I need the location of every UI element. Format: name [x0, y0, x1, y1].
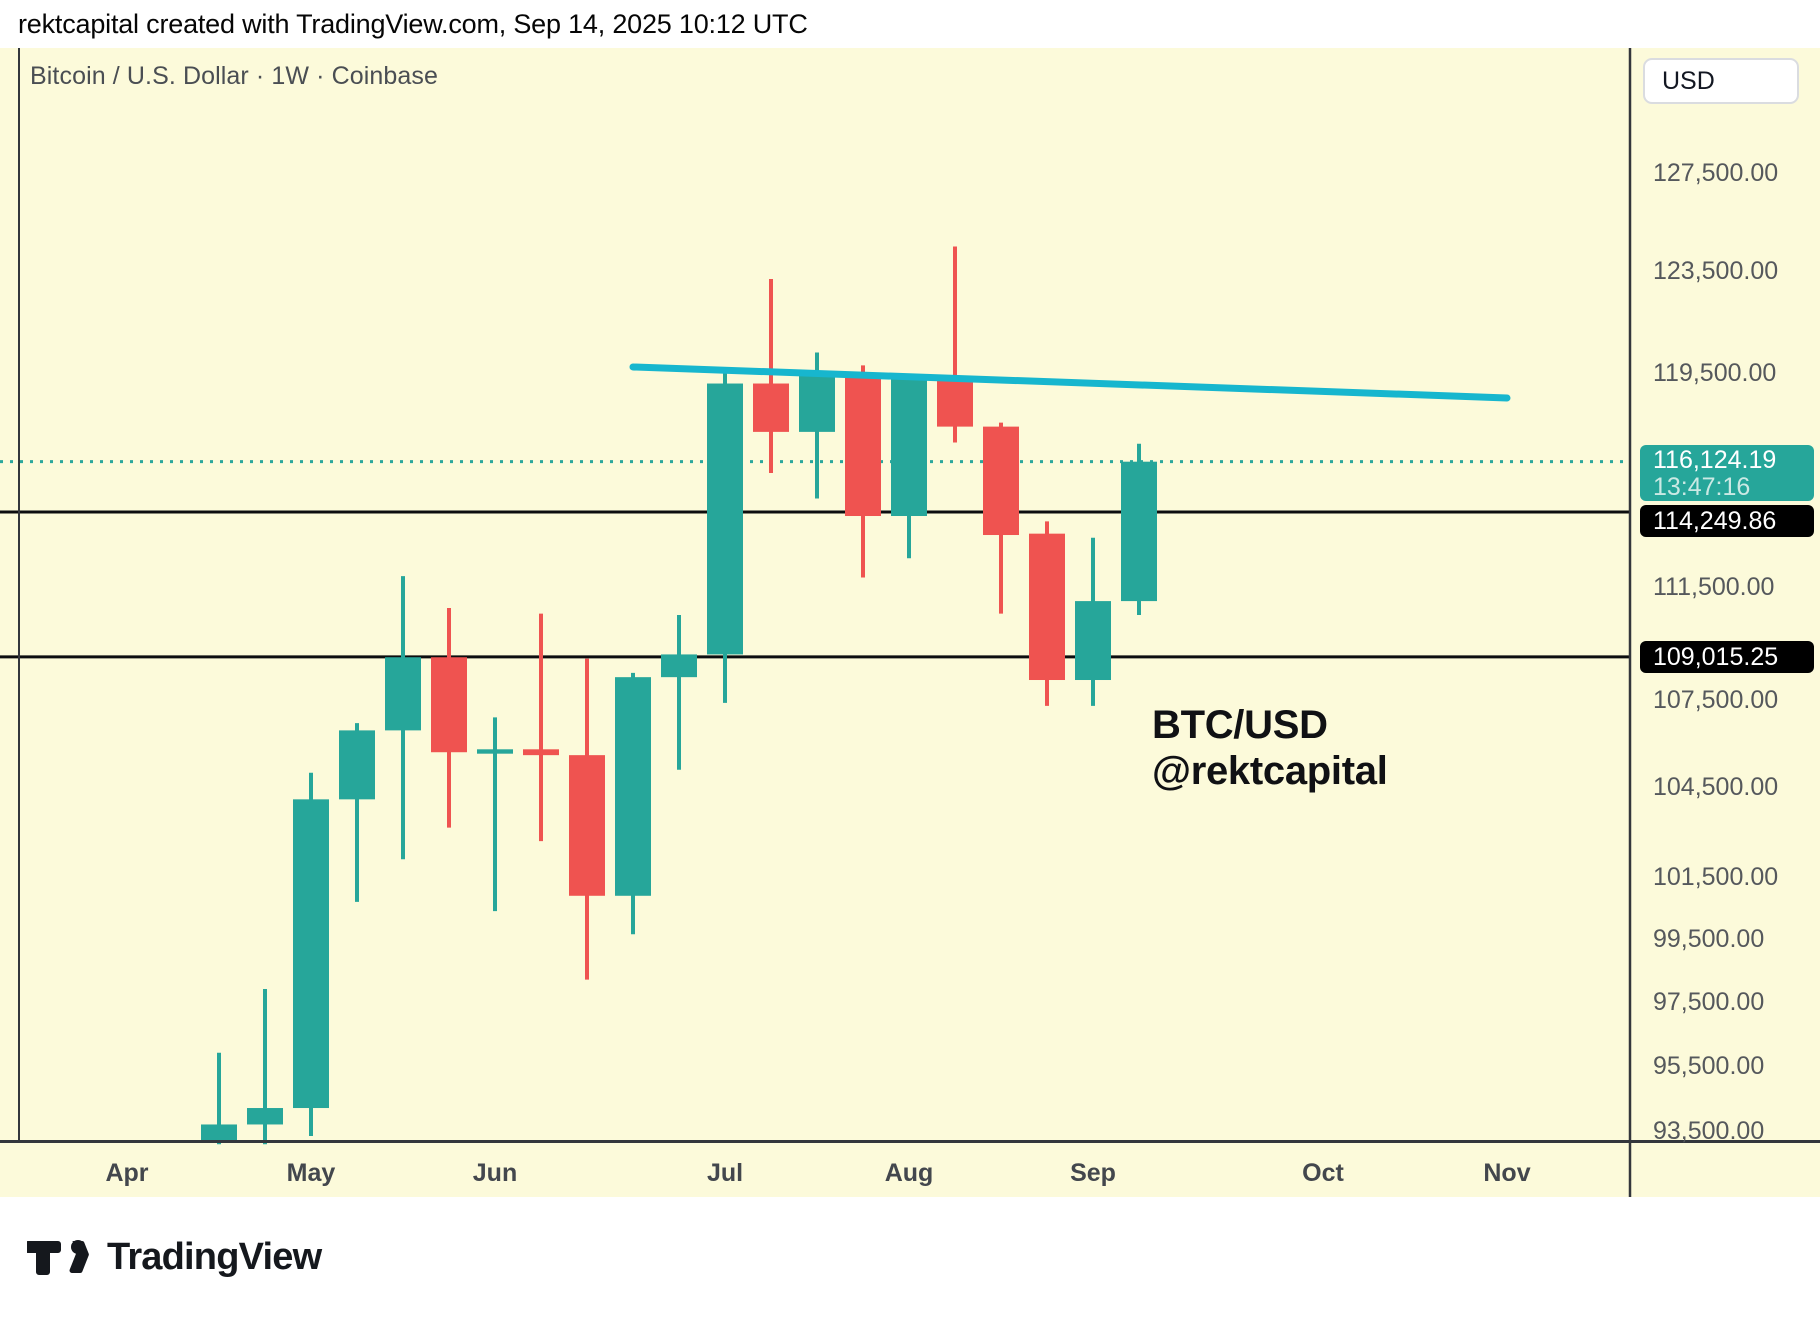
price-tick-label: 119,500.00 — [1653, 359, 1777, 388]
watermark-annotation: BTC/USD @rektcapital — [1152, 702, 1388, 794]
month-label-oct: Oct — [1302, 1159, 1344, 1187]
month-label-aug: Aug — [884, 1159, 934, 1187]
tradingview-logo-text: TradingView — [107, 1236, 322, 1278]
price-line-badge-upper: 114,249.86 — [1640, 504, 1814, 537]
price-tick-label: 111,500.00 — [1653, 573, 1775, 602]
price-tick-label: 99,500.00 — [1653, 924, 1765, 953]
footer-bar: TradingView — [0, 1197, 1820, 1318]
month-label-jun: Jun — [472, 1159, 518, 1187]
current-price-value: 116,124.19 — [1653, 445, 1777, 474]
month-label-may: May — [286, 1159, 336, 1187]
price-tick-label: 101,500.00 — [1653, 863, 1779, 892]
currency-button[interactable]: USD — [1643, 58, 1799, 104]
header-credit: rektcapital created with TradingView.com… — [0, 0, 1820, 48]
month-label-jul: Jul — [706, 1159, 744, 1187]
price-tick-label: 123,500.00 — [1653, 257, 1779, 286]
bar-countdown: 13:47:16 — [1653, 472, 1751, 501]
price-tick-label: 104,500.00 — [1653, 773, 1779, 802]
price-tick-label: 93,500.00 — [1653, 1117, 1765, 1146]
month-label-apr: Apr — [105, 1159, 149, 1187]
price-tick-label: 95,500.00 — [1653, 1051, 1765, 1080]
tradingview-logo-icon — [27, 1239, 89, 1275]
annotation-symbol: BTC/USD — [1152, 703, 1328, 747]
price-line-badge-lower: 109,015.25 — [1640, 640, 1814, 673]
chart-background[interactable] — [0, 48, 1820, 1197]
annotation-handle: @rektcapital — [1152, 749, 1388, 793]
price-tick-label: 127,500.00 — [1653, 159, 1779, 187]
price-tick-label: 97,500.00 — [1653, 987, 1765, 1016]
current-price-badge: 116,124.19 13:47:16 — [1640, 444, 1814, 501]
symbol-title: Bitcoin / U.S. Dollar · 1W · Coinbase — [30, 62, 438, 90]
price-tick-label: 107,500.00 — [1653, 686, 1779, 715]
month-label-sep: Sep — [1070, 1159, 1116, 1187]
currency-button-label: USD — [1662, 66, 1715, 95]
month-label-nov: Nov — [1483, 1159, 1531, 1187]
